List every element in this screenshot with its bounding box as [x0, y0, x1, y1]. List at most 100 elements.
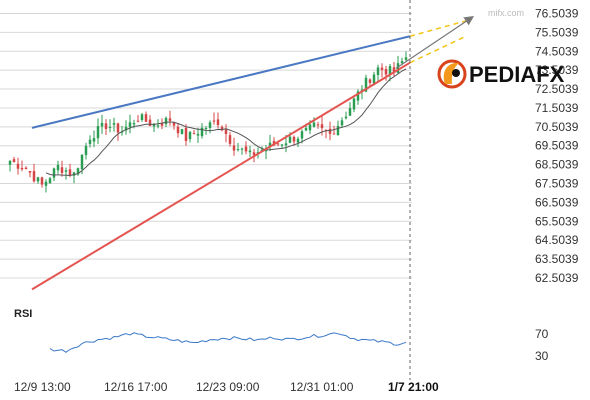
candle-body — [108, 127, 112, 129]
candle-body — [392, 67, 396, 73]
candle-body — [304, 127, 308, 131]
candle-body — [100, 122, 104, 127]
candle-body — [332, 133, 336, 135]
logo-ring — [437, 59, 467, 89]
candle-body — [180, 129, 184, 134]
candle-body — [336, 125, 340, 136]
candle-body — [164, 117, 168, 125]
candle-body — [188, 131, 192, 140]
candle-body — [88, 139, 92, 145]
candle-body — [64, 170, 68, 172]
candle-body — [76, 168, 80, 175]
candle-body — [344, 116, 348, 119]
candle-body — [176, 126, 180, 134]
candle-body — [160, 123, 164, 126]
candle-body — [364, 77, 368, 92]
y-tick-label: 70.5039 — [535, 120, 579, 134]
y-tick-label: 72.5039 — [535, 82, 579, 96]
candle-body — [236, 149, 240, 151]
candle-body — [404, 57, 408, 60]
y-tick-label: 62.5039 — [535, 271, 579, 285]
candle-body — [232, 145, 236, 151]
candle-body — [72, 172, 76, 176]
candle-body — [48, 178, 52, 184]
candle-body — [104, 123, 108, 129]
candle-body — [212, 120, 216, 122]
grid-layer: 76.5039 75.5039 74.5039 73.5039 72.5039 71.50… — [0, 6, 579, 285]
y-tick-label: 73.5039 — [535, 63, 579, 77]
y-tick-label: 75.5039 — [535, 25, 579, 39]
candle-body — [128, 122, 132, 128]
candle-body — [348, 108, 352, 116]
candle-body — [92, 138, 96, 142]
candle-body — [268, 142, 272, 148]
candle-body — [376, 67, 380, 75]
candle-body — [296, 138, 300, 143]
candle-body — [356, 91, 360, 101]
candle-body — [16, 163, 20, 169]
candle-body — [372, 74, 376, 85]
candle-body — [216, 119, 220, 126]
x-tick-label: 12/23 09:00 — [196, 380, 260, 394]
candle-body — [320, 124, 324, 129]
brand-name: PEDIAFX — [469, 62, 565, 87]
candle-body — [156, 125, 160, 127]
logo-dot — [452, 69, 460, 77]
candle-body — [20, 167, 24, 170]
candle-body — [244, 146, 248, 152]
candle-body — [300, 131, 304, 139]
rsi-level-label: 70 — [535, 327, 549, 341]
y-tick-label: 65.5039 — [535, 214, 579, 228]
y-tick-label: 64.5039 — [535, 233, 579, 247]
candle-body — [248, 150, 252, 153]
candle-body — [252, 152, 256, 156]
rsi-level-label: 30 — [535, 349, 549, 363]
candle-body — [184, 127, 188, 141]
candle-body — [288, 136, 292, 143]
candle-body — [36, 177, 40, 182]
candle-body — [96, 126, 100, 139]
candle-body — [400, 61, 404, 64]
y-tick-label: 68.5039 — [535, 158, 579, 172]
candle-body — [312, 122, 316, 127]
candle-body — [228, 135, 232, 144]
candle-body — [172, 122, 176, 126]
y-tick-label: 71.5039 — [535, 101, 579, 115]
candle-body — [116, 123, 120, 133]
x-tick-label: 12/16 17:00 — [104, 380, 168, 394]
candle-body — [140, 114, 144, 121]
y-tick-label: 69.5039 — [535, 139, 579, 153]
candle-body — [208, 122, 212, 128]
support-trendline — [31, 61, 411, 291]
candle-body — [148, 119, 152, 126]
candle-body — [204, 127, 208, 129]
candle-body — [40, 177, 44, 185]
candle-body — [112, 123, 116, 125]
candle-body — [340, 120, 344, 126]
candle-body — [276, 143, 280, 145]
candle-body — [328, 128, 332, 134]
rsi-line — [49, 332, 407, 353]
candle-body — [284, 143, 288, 146]
candle-body — [388, 66, 392, 75]
rsi-title: RSI — [14, 308, 32, 320]
rsi-pane: RSI 70 30 — [14, 308, 549, 363]
logo-flame — [443, 62, 459, 84]
candle-body — [384, 69, 388, 75]
candles-layer — [8, 51, 408, 193]
y-tick-label: 66.5039 — [535, 195, 579, 209]
candle-body — [316, 124, 320, 126]
candle-body — [144, 114, 148, 122]
candle-body — [124, 126, 128, 131]
watermark-text: mifx.com — [488, 8, 524, 18]
candle-body — [196, 133, 200, 136]
candle-body — [32, 171, 36, 182]
projection-lower-dashed — [409, 35, 467, 64]
candle-body — [132, 123, 136, 125]
x-tick-label: 12/31 01:00 — [290, 380, 354, 394]
candle-body — [24, 167, 28, 170]
resistance-trendline — [31, 35, 411, 129]
candle-body — [368, 79, 372, 83]
candle-body — [60, 167, 64, 173]
